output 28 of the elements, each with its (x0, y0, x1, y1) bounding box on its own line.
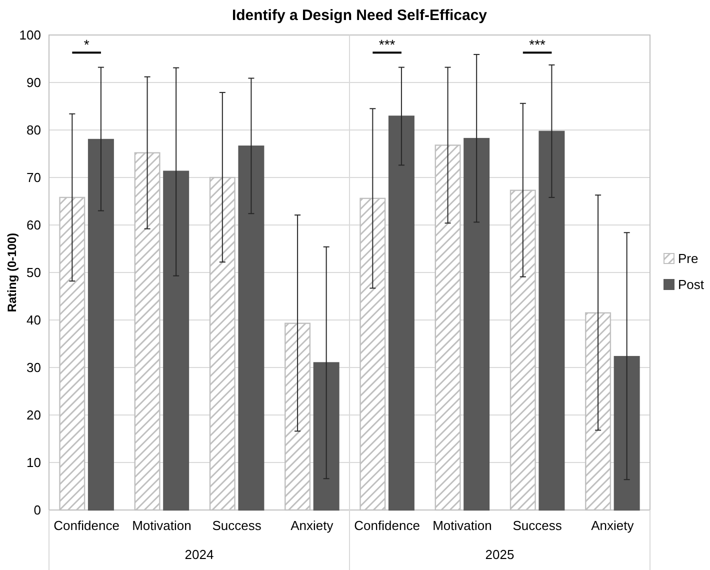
x-tick-label: Confidence (54, 518, 120, 533)
legend-label: Post (678, 277, 704, 292)
text: 2025 (485, 547, 514, 562)
x-tick-label: Anxiety (591, 518, 634, 533)
annotation: *** (378, 36, 396, 53)
chart-title: Identify a Design Need Self-Efficacy (232, 7, 488, 24)
x-tick-label: Success (512, 518, 562, 533)
y-tick-label: 50 (26, 265, 41, 280)
x-tick-label: Motivation (132, 518, 192, 533)
y-tick-label: 10 (26, 455, 41, 470)
y-tick-label: 70 (26, 170, 41, 186)
legend-label: Pre (678, 251, 698, 266)
text: 2024 (184, 547, 214, 562)
x-tick-label: Confidence (354, 518, 420, 533)
y-tick-label: 60 (26, 218, 41, 233)
y-tick-label: 20 (26, 408, 41, 423)
x-tick-label: Success (212, 518, 262, 533)
x-tick-label: Motivation (432, 518, 492, 533)
y-tick-label: 0 (34, 502, 41, 518)
y-tick-label: 80 (26, 122, 41, 138)
y-tick-label: 40 (26, 312, 41, 328)
annotation: *** (529, 36, 546, 53)
y-tick-label: 30 (26, 360, 41, 376)
y-tick-label: 100 (19, 28, 41, 43)
annotation: * (84, 36, 90, 53)
y-axis-title: Rating (0-100) (5, 232, 19, 312)
y-tick-label: 90 (26, 75, 41, 90)
x-tick-label: Anxiety (290, 518, 334, 533)
